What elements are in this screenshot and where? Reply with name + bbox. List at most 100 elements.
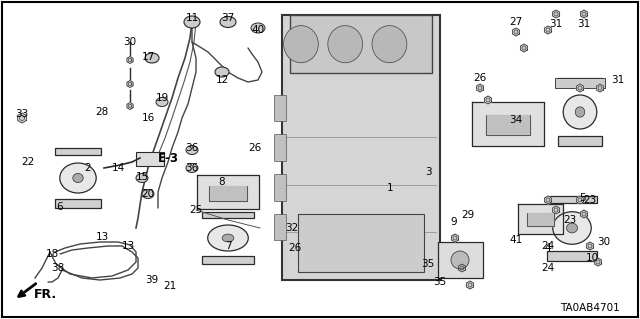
- Text: 26: 26: [474, 73, 486, 83]
- Text: 35: 35: [421, 259, 435, 269]
- Text: 26: 26: [289, 243, 301, 253]
- Polygon shape: [197, 175, 259, 209]
- Text: 8: 8: [219, 177, 225, 187]
- Text: 40: 40: [252, 25, 264, 35]
- Text: 29: 29: [461, 210, 475, 220]
- Polygon shape: [545, 26, 552, 34]
- Text: 19: 19: [156, 93, 168, 103]
- Text: 10: 10: [586, 253, 598, 263]
- Polygon shape: [577, 84, 584, 92]
- Text: 31: 31: [611, 75, 625, 85]
- Polygon shape: [484, 96, 492, 104]
- Bar: [555, 78, 605, 88]
- Text: 38: 38: [51, 263, 65, 273]
- Bar: [202, 212, 254, 218]
- Ellipse shape: [575, 107, 585, 117]
- Text: 17: 17: [141, 52, 155, 62]
- Bar: [558, 136, 602, 146]
- Text: 25: 25: [189, 205, 203, 215]
- Ellipse shape: [563, 95, 596, 129]
- Ellipse shape: [156, 98, 168, 107]
- Text: 30: 30: [597, 237, 611, 247]
- Ellipse shape: [145, 53, 159, 63]
- Ellipse shape: [251, 23, 265, 33]
- Ellipse shape: [222, 234, 234, 242]
- Polygon shape: [595, 258, 602, 266]
- Ellipse shape: [566, 223, 577, 233]
- Ellipse shape: [220, 17, 236, 27]
- Polygon shape: [18, 113, 26, 123]
- Polygon shape: [486, 115, 530, 135]
- Text: 23: 23: [563, 215, 577, 225]
- Bar: [558, 78, 602, 86]
- Text: 30: 30: [124, 37, 136, 47]
- Text: 22: 22: [21, 157, 35, 167]
- Text: 36: 36: [186, 163, 198, 173]
- Ellipse shape: [186, 164, 198, 173]
- Text: 16: 16: [141, 113, 155, 123]
- Text: 9: 9: [451, 217, 458, 227]
- Text: 31: 31: [577, 19, 591, 29]
- Polygon shape: [552, 206, 559, 214]
- Ellipse shape: [142, 189, 154, 198]
- Polygon shape: [520, 44, 527, 52]
- Bar: [54, 148, 101, 155]
- Bar: [274, 94, 286, 121]
- Text: 27: 27: [509, 17, 523, 27]
- Polygon shape: [586, 242, 593, 250]
- Ellipse shape: [73, 174, 83, 182]
- Text: E-3: E-3: [157, 152, 179, 165]
- Text: 3: 3: [425, 167, 431, 177]
- Text: 15: 15: [136, 172, 148, 182]
- Text: 20: 20: [141, 189, 155, 199]
- Polygon shape: [513, 28, 520, 36]
- Polygon shape: [467, 281, 474, 289]
- Text: 6: 6: [57, 202, 63, 212]
- Bar: [298, 214, 424, 272]
- Text: TA0AB4701: TA0AB4701: [560, 303, 620, 313]
- Polygon shape: [545, 196, 552, 204]
- Bar: [274, 214, 286, 240]
- Text: 26: 26: [248, 143, 262, 153]
- Bar: [282, 15, 440, 280]
- Text: 34: 34: [509, 115, 523, 125]
- Ellipse shape: [184, 16, 200, 28]
- Text: 24: 24: [541, 241, 555, 251]
- Polygon shape: [477, 84, 483, 92]
- Polygon shape: [518, 204, 563, 234]
- Bar: [290, 15, 432, 73]
- Ellipse shape: [136, 174, 148, 182]
- Polygon shape: [580, 210, 588, 218]
- Bar: [202, 256, 254, 264]
- Text: 32: 32: [285, 223, 299, 233]
- Polygon shape: [577, 196, 584, 204]
- Ellipse shape: [451, 251, 469, 269]
- Text: 5: 5: [579, 193, 586, 203]
- Polygon shape: [472, 101, 544, 145]
- Text: 13: 13: [95, 232, 109, 242]
- Text: 7: 7: [225, 241, 231, 251]
- Text: 18: 18: [45, 249, 59, 259]
- Text: 1: 1: [387, 183, 394, 193]
- Ellipse shape: [208, 225, 248, 251]
- Polygon shape: [552, 10, 559, 18]
- Text: 4: 4: [545, 243, 551, 253]
- Bar: [274, 134, 286, 161]
- Bar: [136, 152, 164, 166]
- Polygon shape: [596, 84, 604, 92]
- Bar: [54, 199, 101, 208]
- Ellipse shape: [60, 163, 96, 193]
- Text: FR.: FR.: [33, 287, 56, 300]
- Ellipse shape: [328, 26, 363, 63]
- Text: 13: 13: [122, 241, 134, 251]
- Polygon shape: [127, 56, 133, 63]
- Ellipse shape: [186, 145, 198, 154]
- Text: 2: 2: [84, 163, 92, 173]
- Text: 14: 14: [111, 163, 125, 173]
- Ellipse shape: [372, 26, 407, 63]
- Bar: [547, 196, 596, 203]
- Text: 11: 11: [186, 13, 198, 23]
- Bar: [547, 251, 596, 261]
- Polygon shape: [209, 186, 246, 201]
- Bar: [274, 174, 286, 201]
